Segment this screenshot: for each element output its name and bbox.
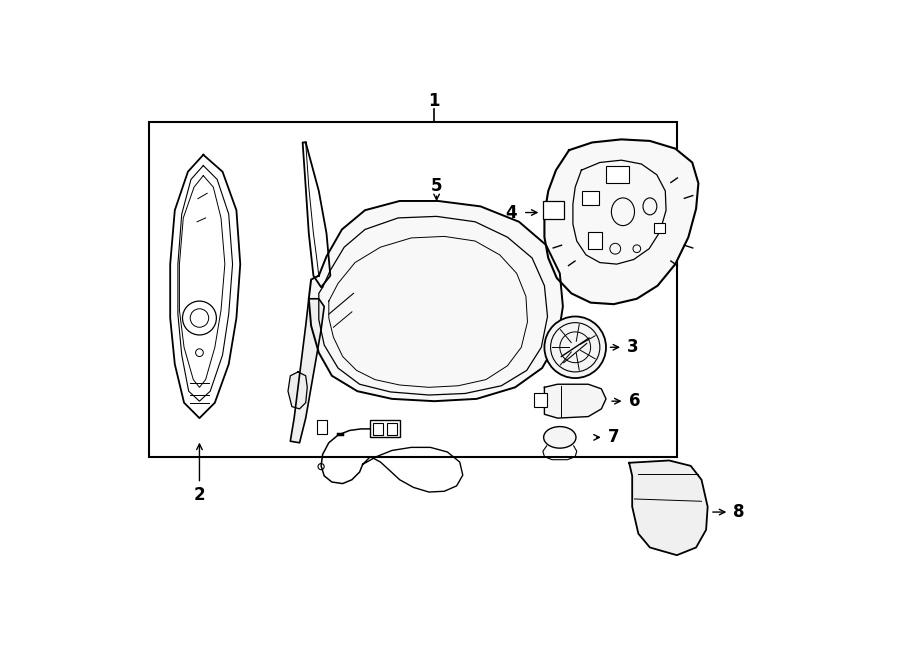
Text: 7: 7 bbox=[608, 428, 619, 446]
Bar bbox=[589, 232, 602, 249]
Text: 5: 5 bbox=[431, 176, 443, 194]
Text: 1: 1 bbox=[428, 92, 440, 110]
Text: 8: 8 bbox=[734, 503, 744, 521]
Bar bbox=[606, 165, 629, 182]
Bar bbox=[653, 223, 664, 233]
Text: 3: 3 bbox=[626, 338, 638, 356]
Text: 4: 4 bbox=[506, 204, 518, 221]
Bar bbox=[373, 423, 382, 435]
Bar bbox=[535, 393, 546, 407]
Polygon shape bbox=[629, 461, 707, 555]
Bar bbox=[149, 122, 677, 457]
Bar bbox=[543, 201, 564, 219]
Text: 6: 6 bbox=[629, 392, 641, 410]
Polygon shape bbox=[288, 372, 307, 409]
Polygon shape bbox=[544, 139, 698, 304]
Bar bbox=[318, 420, 327, 434]
Circle shape bbox=[544, 317, 606, 378]
Polygon shape bbox=[291, 299, 324, 443]
Text: 2: 2 bbox=[194, 486, 205, 504]
Bar bbox=[371, 420, 400, 438]
Ellipse shape bbox=[544, 426, 576, 448]
Polygon shape bbox=[309, 201, 562, 401]
Bar bbox=[582, 191, 599, 205]
Polygon shape bbox=[544, 384, 606, 418]
Bar bbox=[387, 423, 397, 435]
